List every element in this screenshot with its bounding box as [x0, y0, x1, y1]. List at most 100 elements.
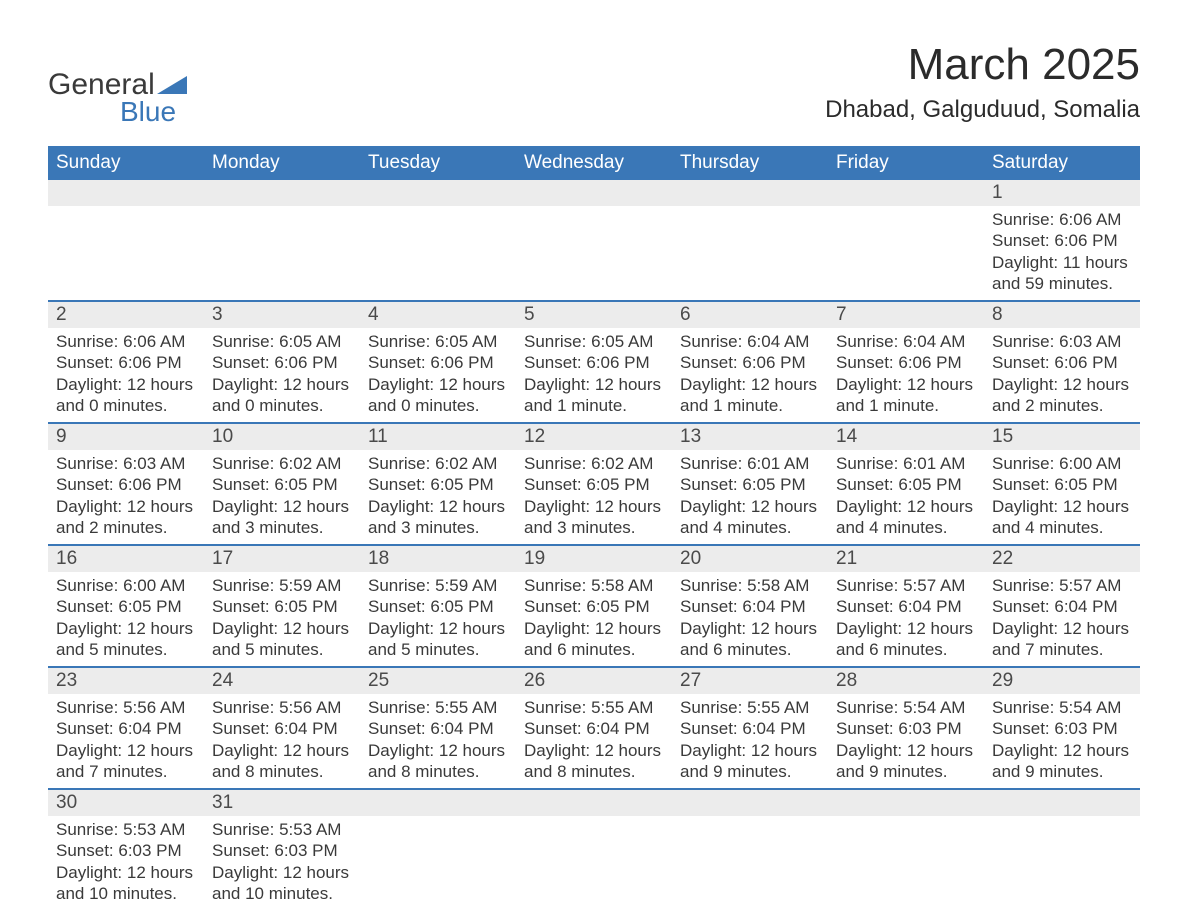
- daylight-text: and 0 minutes.: [212, 395, 352, 416]
- sunrise-text: Sunrise: 6:02 AM: [524, 453, 664, 474]
- day-number-row: 23242526272829: [48, 667, 1140, 694]
- day-detail-cell: [984, 816, 1140, 910]
- daylight-text: Daylight: 12 hours: [992, 496, 1132, 517]
- day-detail-cell: Sunrise: 5:58 AMSunset: 6:04 PMDaylight:…: [672, 572, 828, 667]
- day-header: Monday: [204, 146, 360, 180]
- day-number-cell: 17: [204, 545, 360, 572]
- daylight-text: and 9 minutes.: [992, 761, 1132, 782]
- daylight-text: and 6 minutes.: [524, 639, 664, 660]
- day-detail-cell: Sunrise: 6:05 AMSunset: 6:06 PMDaylight:…: [360, 328, 516, 423]
- daylight-text: Daylight: 12 hours: [680, 618, 820, 639]
- day-number-cell: 26: [516, 667, 672, 694]
- daylight-text: Daylight: 12 hours: [368, 740, 508, 761]
- sunset-text: Sunset: 6:06 PM: [992, 352, 1132, 373]
- daylight-text: and 7 minutes.: [56, 761, 196, 782]
- day-number-cell: 13: [672, 423, 828, 450]
- sunset-text: Sunset: 6:04 PM: [212, 718, 352, 739]
- calendar-header-row: SundayMondayTuesdayWednesdayThursdayFrid…: [48, 146, 1140, 180]
- sunset-text: Sunset: 6:06 PM: [56, 352, 196, 373]
- day-detail-cell: Sunrise: 5:56 AMSunset: 6:04 PMDaylight:…: [204, 694, 360, 789]
- daylight-text: Daylight: 12 hours: [836, 618, 976, 639]
- day-number-cell: 19: [516, 545, 672, 572]
- daylight-text: Daylight: 12 hours: [56, 618, 196, 639]
- day-detail-cell: Sunrise: 5:53 AMSunset: 6:03 PMDaylight:…: [204, 816, 360, 910]
- sunset-text: Sunset: 6:03 PM: [836, 718, 976, 739]
- daylight-text: and 2 minutes.: [992, 395, 1132, 416]
- day-detail-cell: Sunrise: 6:01 AMSunset: 6:05 PMDaylight:…: [828, 450, 984, 545]
- day-number-row: 1: [48, 180, 1140, 206]
- sunset-text: Sunset: 6:04 PM: [680, 596, 820, 617]
- day-detail-cell: [828, 816, 984, 910]
- sunrise-text: Sunrise: 6:00 AM: [56, 575, 196, 596]
- sunrise-text: Sunrise: 5:53 AM: [212, 819, 352, 840]
- sunset-text: Sunset: 6:04 PM: [524, 718, 664, 739]
- daylight-text: and 10 minutes.: [212, 883, 352, 904]
- day-number-cell: 23: [48, 667, 204, 694]
- sunrise-text: Sunrise: 5:57 AM: [992, 575, 1132, 596]
- location-text: Dhabad, Galguduud, Somalia: [825, 96, 1140, 124]
- day-number-cell: [828, 180, 984, 206]
- day-detail-cell: Sunrise: 5:57 AMSunset: 6:04 PMDaylight:…: [984, 572, 1140, 667]
- logo: General Blue: [48, 68, 187, 128]
- calendar-table: SundayMondayTuesdayWednesdayThursdayFrid…: [48, 146, 1140, 910]
- daylight-text: Daylight: 12 hours: [212, 862, 352, 883]
- day-detail-cell: Sunrise: 6:00 AMSunset: 6:05 PMDaylight:…: [48, 572, 204, 667]
- day-detail-cell: Sunrise: 6:02 AMSunset: 6:05 PMDaylight:…: [204, 450, 360, 545]
- day-number-cell: 16: [48, 545, 204, 572]
- day-number-cell: [828, 789, 984, 816]
- day-number-cell: [672, 180, 828, 206]
- sunrise-text: Sunrise: 6:01 AM: [836, 453, 976, 474]
- daylight-text: and 2 minutes.: [56, 517, 196, 538]
- day-header: Wednesday: [516, 146, 672, 180]
- daylight-text: Daylight: 12 hours: [212, 618, 352, 639]
- day-detail-cell: [204, 206, 360, 301]
- day-detail-cell: Sunrise: 5:55 AMSunset: 6:04 PMDaylight:…: [360, 694, 516, 789]
- day-number-cell: 25: [360, 667, 516, 694]
- daylight-text: Daylight: 12 hours: [524, 374, 664, 395]
- day-detail-cell: Sunrise: 5:54 AMSunset: 6:03 PMDaylight:…: [828, 694, 984, 789]
- sunrise-text: Sunrise: 5:57 AM: [836, 575, 976, 596]
- day-number-cell: 20: [672, 545, 828, 572]
- day-number-cell: 14: [828, 423, 984, 450]
- day-number-cell: [672, 789, 828, 816]
- day-detail-cell: [516, 206, 672, 301]
- sunset-text: Sunset: 6:03 PM: [212, 840, 352, 861]
- sunrise-text: Sunrise: 6:05 AM: [212, 331, 352, 352]
- sunrise-text: Sunrise: 6:03 AM: [56, 453, 196, 474]
- sunrise-text: Sunrise: 6:02 AM: [368, 453, 508, 474]
- daylight-text: Daylight: 12 hours: [992, 374, 1132, 395]
- sunset-text: Sunset: 6:04 PM: [836, 596, 976, 617]
- sunrise-text: Sunrise: 6:05 AM: [368, 331, 508, 352]
- day-detail-cell: [360, 816, 516, 910]
- day-number-cell: 8: [984, 301, 1140, 328]
- sunset-text: Sunset: 6:03 PM: [992, 718, 1132, 739]
- day-number-cell: [516, 180, 672, 206]
- day-detail-cell: Sunrise: 6:01 AMSunset: 6:05 PMDaylight:…: [672, 450, 828, 545]
- sunset-text: Sunset: 6:05 PM: [56, 596, 196, 617]
- day-number-row: 2345678: [48, 301, 1140, 328]
- daylight-text: and 6 minutes.: [836, 639, 976, 660]
- day-detail-cell: Sunrise: 6:00 AMSunset: 6:05 PMDaylight:…: [984, 450, 1140, 545]
- day-number-cell: 3: [204, 301, 360, 328]
- daylight-text: Daylight: 12 hours: [56, 862, 196, 883]
- day-header: Sunday: [48, 146, 204, 180]
- daylight-text: and 1 minute.: [680, 395, 820, 416]
- daylight-text: and 7 minutes.: [992, 639, 1132, 660]
- day-detail-cell: [672, 816, 828, 910]
- day-detail-row: Sunrise: 5:53 AMSunset: 6:03 PMDaylight:…: [48, 816, 1140, 910]
- sunset-text: Sunset: 6:05 PM: [524, 596, 664, 617]
- day-number-cell: 30: [48, 789, 204, 816]
- day-number-cell: [360, 789, 516, 816]
- daylight-text: Daylight: 12 hours: [212, 496, 352, 517]
- sunset-text: Sunset: 6:06 PM: [56, 474, 196, 495]
- daylight-text: and 9 minutes.: [680, 761, 820, 782]
- day-detail-cell: Sunrise: 6:05 AMSunset: 6:06 PMDaylight:…: [516, 328, 672, 423]
- day-detail-cell: Sunrise: 5:58 AMSunset: 6:05 PMDaylight:…: [516, 572, 672, 667]
- sunset-text: Sunset: 6:05 PM: [212, 474, 352, 495]
- day-detail-cell: Sunrise: 6:03 AMSunset: 6:06 PMDaylight:…: [984, 328, 1140, 423]
- day-detail-cell: Sunrise: 5:55 AMSunset: 6:04 PMDaylight:…: [672, 694, 828, 789]
- daylight-text: and 9 minutes.: [836, 761, 976, 782]
- daylight-text: Daylight: 12 hours: [992, 618, 1132, 639]
- sunset-text: Sunset: 6:05 PM: [368, 596, 508, 617]
- daylight-text: Daylight: 12 hours: [680, 374, 820, 395]
